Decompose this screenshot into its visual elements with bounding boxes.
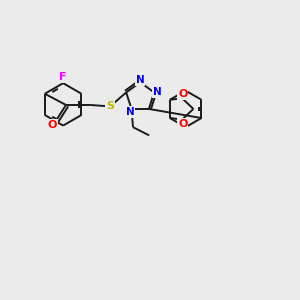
- Text: N: N: [153, 88, 161, 98]
- Text: N: N: [126, 107, 134, 117]
- Text: F: F: [59, 72, 67, 82]
- Text: S: S: [106, 101, 114, 111]
- Text: O: O: [178, 89, 188, 99]
- Text: N: N: [136, 75, 145, 85]
- Text: O: O: [178, 119, 188, 129]
- Text: O: O: [47, 120, 57, 130]
